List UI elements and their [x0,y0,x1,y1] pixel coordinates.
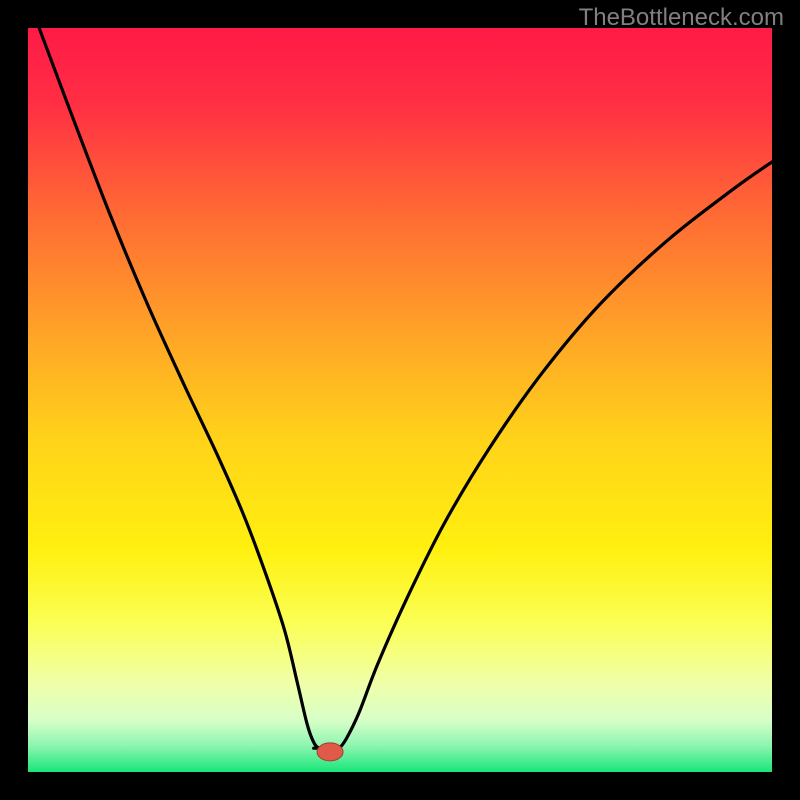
optimal-marker [317,743,343,761]
watermark-text: TheBottleneck.com [579,4,784,32]
plot-area [28,28,772,772]
chart-stage: TheBottleneck.com [0,0,800,800]
bottleneck-chart [0,0,800,800]
